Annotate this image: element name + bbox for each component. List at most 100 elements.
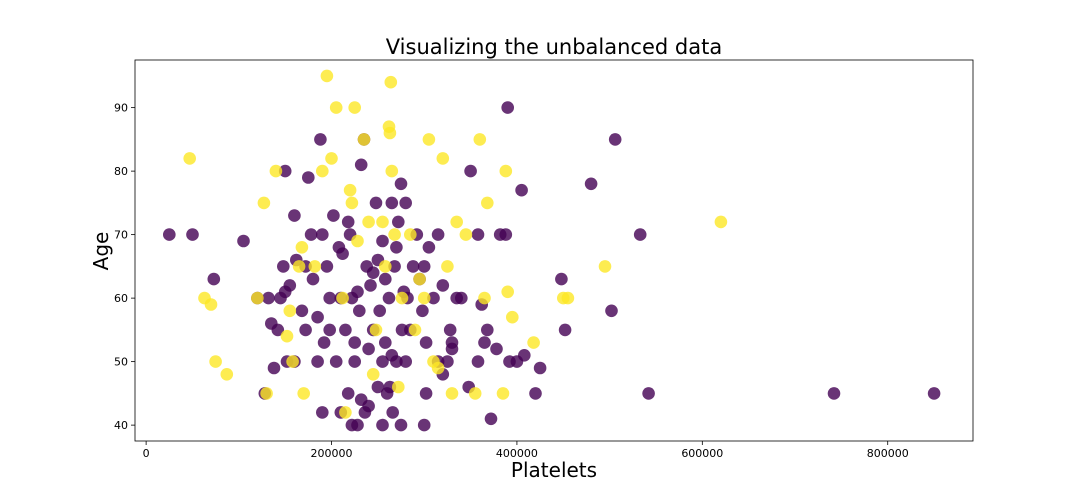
data-point-class-1	[468, 387, 482, 400]
data-point-class-1	[598, 260, 612, 273]
data-point-class-1	[459, 228, 473, 241]
data-point-class-0	[558, 323, 572, 337]
data-point-class-1	[345, 196, 359, 210]
data-point-class-1	[499, 164, 513, 178]
data-point-class-1	[220, 368, 234, 381]
data-point-class-0	[417, 260, 431, 273]
y-tick-label: 80	[114, 165, 128, 178]
data-point-class-1	[404, 228, 417, 241]
data-point-class-0	[371, 380, 385, 394]
data-point-class-1	[183, 152, 196, 165]
x-tick-label: 800000	[867, 447, 909, 460]
data-point-class-0	[633, 228, 647, 241]
data-point-class-0	[163, 228, 176, 241]
data-point-class-0	[436, 279, 450, 292]
data-point-class-0	[348, 336, 362, 349]
data-point-class-0	[417, 418, 431, 432]
data-point-class-1	[527, 336, 540, 349]
data-point-class-0	[274, 291, 287, 305]
data-point-class-1	[369, 323, 383, 337]
data-point-class-1	[357, 133, 371, 146]
data-point-class-0	[341, 215, 355, 229]
y-tick-label: 50	[114, 356, 128, 369]
data-point-class-0	[584, 177, 598, 191]
plot-frame	[134, 59, 974, 442]
x-tick-label: 0	[143, 447, 150, 460]
data-point-class-1	[280, 329, 294, 343]
y-tick-label: 70	[114, 229, 128, 242]
y-axis-label: Age	[89, 232, 113, 271]
data-point-class-0	[605, 304, 618, 318]
data-point-class-1	[343, 183, 357, 197]
data-point-class-0	[484, 412, 498, 426]
data-point-class-1	[351, 234, 364, 248]
data-point-class-1	[481, 196, 494, 210]
data-point-class-0	[341, 387, 355, 400]
data-point-class-0	[416, 304, 429, 318]
data-point-class-0	[390, 355, 403, 368]
data-point-class-1	[362, 215, 375, 229]
data-point-class-0	[471, 355, 485, 368]
data-point-class-1	[422, 133, 436, 146]
data-point-class-0	[499, 228, 513, 241]
data-point-class-0	[311, 310, 324, 324]
data-point-class-0	[262, 291, 275, 305]
data-point-class-0	[369, 196, 383, 210]
data-point-class-0	[533, 361, 547, 375]
data-point-class-0	[316, 406, 329, 419]
data-point-class-1	[339, 406, 352, 419]
data-point-class-1	[336, 291, 349, 305]
data-point-class-0	[353, 304, 366, 318]
data-point-class-0	[299, 323, 312, 337]
data-point-class-0	[207, 272, 221, 286]
x-tick-label: 600000	[681, 447, 723, 460]
data-point-class-0	[385, 196, 399, 210]
x-tick-label: 400000	[496, 447, 538, 460]
x-axis-label: Platelets	[511, 458, 597, 482]
data-point-class-0	[362, 342, 375, 356]
data-point-class-0	[288, 209, 301, 222]
data-point-class-1	[292, 260, 306, 273]
data-point-class-1	[325, 152, 338, 165]
y-tick-label: 40	[114, 419, 128, 432]
data-point-class-0	[271, 323, 285, 337]
data-point-class-1	[478, 291, 491, 305]
data-point-class-1	[320, 69, 334, 83]
data-point-class-1	[209, 355, 222, 368]
data-point-class-0	[351, 418, 364, 432]
data-point-class-1	[348, 101, 362, 114]
data-point-class-1	[257, 196, 271, 210]
y-axis-ticks: 40 50 60 70 80 90	[114, 102, 135, 432]
data-point-class-0	[478, 336, 491, 349]
data-point-class-1	[506, 310, 519, 324]
data-point-class-1	[204, 298, 218, 311]
data-point-class-0	[395, 323, 409, 337]
data-point-class-1	[385, 164, 399, 178]
data-point-class-1	[316, 164, 329, 178]
data-point-class-1	[501, 285, 514, 299]
data-point-class-0	[366, 266, 380, 280]
data-point-class-0	[278, 164, 292, 178]
y-tick-label: 60	[114, 292, 128, 305]
points-layer	[163, 69, 941, 432]
data-point-class-0	[515, 183, 528, 197]
data-point-class-0	[419, 387, 433, 400]
data-point-class-0	[382, 291, 396, 305]
data-point-class-0	[399, 355, 413, 368]
data-point-class-0	[320, 260, 334, 273]
data-point-class-1	[283, 304, 297, 318]
data-point-class-1	[384, 75, 398, 89]
data-point-class-0	[379, 336, 392, 349]
data-point-class-1	[379, 260, 392, 273]
data-point-class-0	[351, 285, 364, 299]
data-point-class-0	[267, 361, 281, 375]
data-point-class-1	[251, 291, 264, 305]
data-point-class-1	[473, 133, 487, 146]
data-point-class-1	[286, 355, 299, 368]
data-point-class-0	[237, 234, 250, 248]
data-point-class-1	[431, 361, 445, 375]
data-point-class-0	[464, 164, 477, 178]
data-point-class-0	[386, 406, 400, 419]
